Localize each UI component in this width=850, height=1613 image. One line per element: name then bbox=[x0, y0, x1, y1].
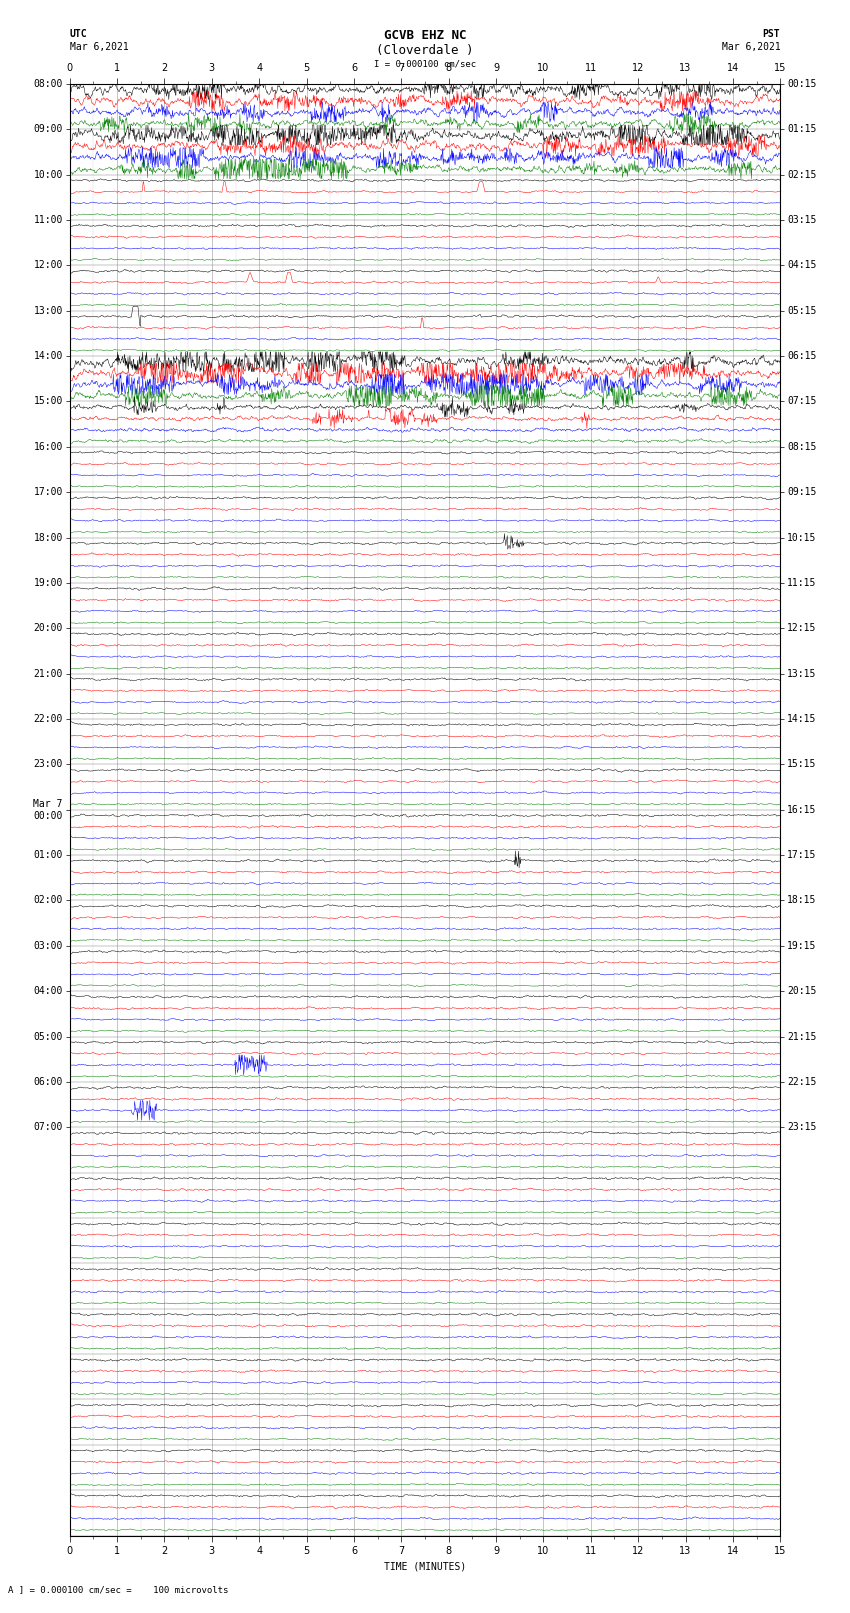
Text: GCVB EHZ NC: GCVB EHZ NC bbox=[383, 29, 467, 42]
Text: PST: PST bbox=[762, 29, 780, 39]
X-axis label: TIME (MINUTES): TIME (MINUTES) bbox=[384, 1561, 466, 1571]
Text: Mar 6,2021: Mar 6,2021 bbox=[722, 42, 780, 52]
Text: UTC: UTC bbox=[70, 29, 88, 39]
Text: (Cloverdale ): (Cloverdale ) bbox=[377, 44, 473, 56]
Text: Mar 6,2021: Mar 6,2021 bbox=[70, 42, 128, 52]
Text: A ] = 0.000100 cm/sec =    100 microvolts: A ] = 0.000100 cm/sec = 100 microvolts bbox=[8, 1584, 229, 1594]
Text: I = 0.000100 cm/sec: I = 0.000100 cm/sec bbox=[374, 60, 476, 69]
